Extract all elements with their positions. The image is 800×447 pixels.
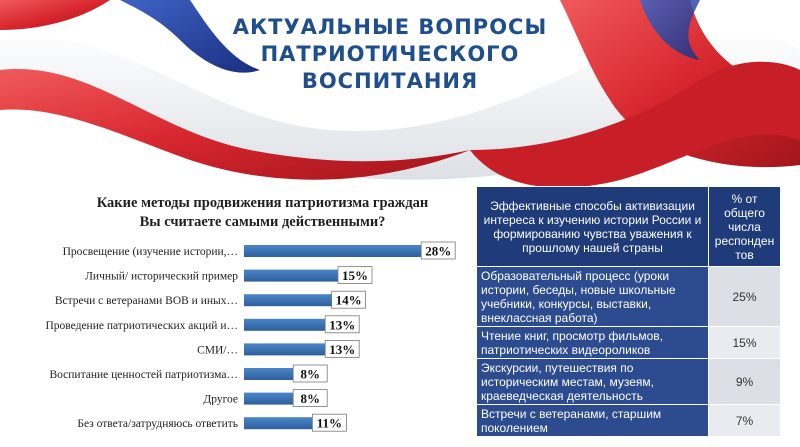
methods-table: Эффективные способы активизации интереса…: [476, 186, 781, 437]
bar: [244, 269, 340, 282]
page-title: АКТУАЛЬНЫЕ ВОПРОСЫ ПАТРИОТИЧЕСКОГО ВОСПИ…: [230, 14, 550, 95]
table-row: Чтение книг, просмотр фильмов, патриотич…: [476, 326, 781, 359]
bar: [244, 318, 328, 331]
value-label: 8%: [300, 367, 320, 382]
table-cell-method: Экскурсии, путешествия по историческим м…: [476, 358, 709, 405]
ribbon-red-corner: [0, 0, 110, 30]
value-label: 13%: [329, 342, 355, 357]
category-label: Другое: [203, 394, 238, 406]
value-label-box: [292, 389, 328, 408]
category-label: Личный/ исторический пример: [85, 271, 238, 283]
category-label: Просвещение (изучение истории,…: [63, 246, 238, 258]
page-title-line-3: ВОСПИТАНИЯ: [301, 69, 479, 93]
value-label: 28%: [425, 244, 451, 259]
table-row: Экскурсии, путешествия по историческим м…: [476, 358, 781, 405]
table-cell-method: Образовательный процесс (уроки истории, …: [476, 266, 709, 327]
table-row: Встречи с ветеранами, старшим поколением…: [476, 404, 781, 437]
category-label: Проведение патриотических акций и…: [45, 320, 238, 332]
category-label: Воспитание ценностей патриотизма…: [49, 369, 238, 381]
value-label-box: [331, 290, 367, 309]
ribbon-red-stripe-bottom: [470, 61, 800, 188]
value-label-box: [324, 315, 360, 334]
value-label-box: [311, 413, 347, 432]
bar: [244, 343, 328, 356]
bar: [244, 245, 424, 257]
category-label: Встречи с ветеранами ВОВ и иных…: [55, 295, 238, 307]
value-label: 14%: [336, 293, 362, 308]
value-label-box: [324, 340, 360, 358]
bar: [244, 392, 296, 405]
bar: [244, 368, 296, 380]
table-header-method: Эффективные способы активизации интереса…: [476, 186, 709, 267]
table-header-percent: % от общего числа респонден тов: [708, 186, 781, 267]
ribbon-blue-stripe-right: [640, 0, 700, 60]
category-label: СМИ/…: [197, 344, 238, 356]
bar-chart: Просвещение (изучение истории,… 28% Личный…: [45, 241, 456, 432]
table-cell-percent: 25%: [708, 266, 781, 327]
value-label-box: [292, 364, 328, 383]
bar: [244, 417, 315, 430]
table-cell-method: Чтение книг, просмотр фильмов, патриотич…: [476, 326, 709, 359]
page-title-line-2: ПАТРИОТИЧЕСКОГО: [260, 42, 520, 66]
table-cell-percent: 7%: [708, 404, 781, 437]
table-cell-method: Встречи с ветеранами, старшим поколением: [476, 404, 709, 437]
chart-title: Какие методы продвижения патриотизма гра…: [96, 195, 429, 230]
table-row: Образовательный процесс (уроки истории, …: [476, 266, 781, 327]
value-label-box: [337, 266, 373, 285]
value-label-box: [420, 241, 456, 260]
value-label: 11%: [317, 416, 342, 431]
page-title-line-1: АКТУАЛЬНЫЕ ВОПРОСЫ: [232, 15, 548, 39]
table-cell-percent: 15%: [708, 326, 781, 359]
ribbon-red-stripe-left: [0, 69, 470, 180]
bar: [244, 294, 334, 307]
value-label: 15%: [342, 268, 368, 283]
table-cell-percent: 9%: [708, 358, 781, 405]
value-label: 13%: [329, 317, 355, 332]
value-label: 8%: [300, 391, 320, 406]
category-label: Без ответа/затрудняюсь ответить: [77, 418, 238, 430]
ribbon-blue-stripe: [120, 0, 260, 73]
